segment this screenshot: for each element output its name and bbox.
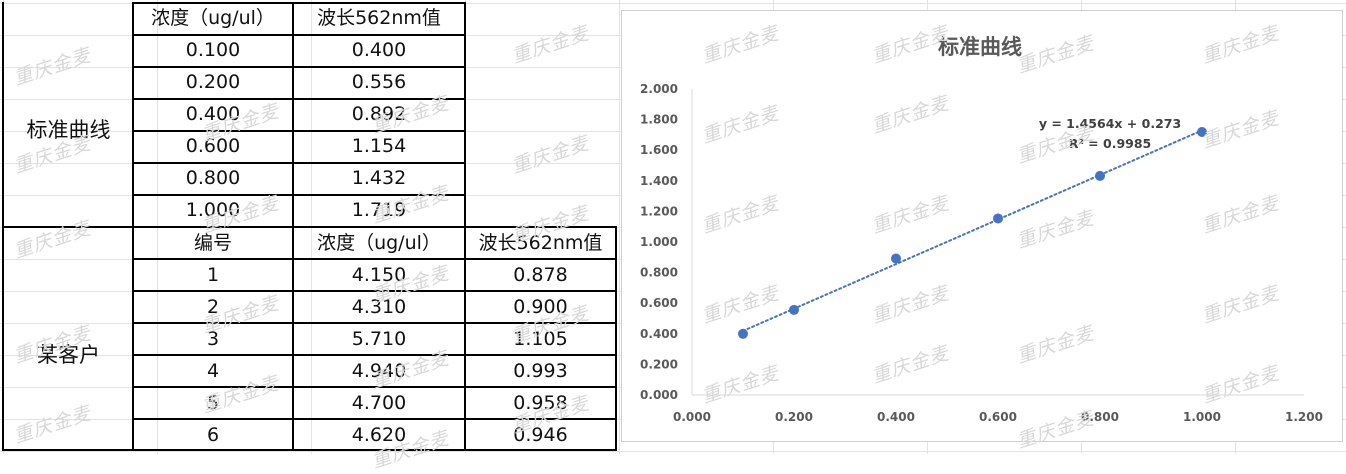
std-concentration-cell[interactable]: 0.100 [185,38,241,61]
data-point [891,253,901,264]
table-border-h [132,2,466,4]
std-concentration-cell[interactable]: 0.200 [185,70,241,93]
trendline-path [742,129,1203,332]
client-absorbance-cell[interactable]: 1.105 [513,327,568,350]
std-concentration-cell[interactable]: 0.800 [185,166,241,189]
table-border-v [132,2,134,451]
client-absorbance-cell[interactable]: 0.900 [513,295,568,318]
data-point [1095,170,1105,181]
client-id-cell[interactable]: 1 [206,263,220,286]
table-border-h [132,130,466,132]
y-tick-label: 0.200 [640,357,678,371]
y-tick-labels: 0.000 0.200 0.400 0.600 0.800 1.000 1.200 1.400… [640,82,678,402]
table-border-h [132,194,466,196]
chart-panel[interactable]: 标准曲线 0.000 0.200 0.400 0.600 0.800 1.000 1.200… [621,10,1343,442]
client-id-cell[interactable]: 6 [206,423,220,446]
std-header-concentration[interactable]: 浓度（ug/ul） [151,7,275,29]
data-point [1197,126,1207,137]
table-border-h [132,290,617,292]
table-border-v [615,226,617,451]
client-header-absorbance[interactable]: 波长562nm值 [478,231,603,254]
y-tick-label: 2.000 [640,82,678,96]
std-concentration-cell[interactable]: 1.000 [185,198,241,221]
client-id-cell[interactable]: 2 [206,295,220,318]
std-absorbance-cell[interactable]: 0.892 [351,102,407,125]
table-border-v [464,2,466,451]
x-tick-label: 0.000 [673,410,711,424]
x-tick-label: 0.800 [1081,410,1119,424]
x-tick-label: 0.200 [775,410,813,424]
table-border-h [132,418,617,420]
table-border-v [2,2,4,451]
trendline [742,129,1203,332]
x-tick-label: 0.600 [979,410,1017,424]
trend-r2-label: R² = 0.9985 [1069,136,1152,151]
std-absorbance-cell[interactable]: 1.719 [351,198,407,221]
data-point [789,304,799,315]
table-border-h [132,386,617,388]
table-border-h [132,98,466,100]
client-absorbance-cell[interactable]: 0.993 [513,359,568,382]
trend-equation-label: y = 1.4564x + 0.273 [1039,116,1181,131]
table-border-h [132,226,617,228]
chart-axes [691,89,1304,396]
table-border-h [132,322,617,324]
std-absorbance-cell[interactable]: 1.432 [351,166,407,189]
chart-title: 标准曲线 [938,35,1022,59]
scatter-chart: 标准曲线 0.000 0.200 0.400 0.600 0.800 1.000 1.200… [640,35,1323,424]
x-tick-label: 1.200 [1285,410,1323,424]
client-concentration-cell[interactable]: 4.150 [351,263,407,286]
client-absorbance-cell[interactable]: 0.946 [513,423,568,446]
table-border-h [2,449,617,451]
std-concentration-cell[interactable]: 0.400 [185,102,241,125]
client-id-cell[interactable]: 3 [206,327,220,350]
x-tick-label: 1.000 [1183,410,1221,424]
std-absorbance-cell[interactable]: 0.400 [351,38,407,61]
client-id-cell[interactable]: 4 [206,359,220,382]
client-concentration-cell[interactable]: 5.710 [351,327,407,350]
table-border-h [132,162,466,164]
client-header-concentration[interactable]: 浓度（ug/ul） [317,231,441,254]
y-tick-label: 0.800 [640,266,678,280]
client-absorbance-cell[interactable]: 0.878 [513,263,568,286]
table-border-h [132,66,466,68]
y-tick-label: 0.600 [640,296,678,310]
data-point [738,328,748,339]
y-tick-label: 1.200 [640,204,678,218]
table-border-h [132,34,466,36]
client-id-cell[interactable]: 5 [206,391,220,414]
x-tick-labels: 0.000 0.200 0.400 0.600 0.800 1.000 1.200 [673,410,1323,424]
y-tick-label: 1.600 [640,143,678,157]
client-concentration-cell[interactable]: 4.310 [351,295,407,318]
std-header-absorbance[interactable]: 波长562nm值 [317,7,441,29]
std-absorbance-cell[interactable]: 1.154 [351,134,407,157]
table-border-v [292,2,294,451]
client-section-label[interactable]: 某客户 [37,342,100,367]
y-tick-label: 0.000 [640,388,678,402]
table-border-h [132,258,617,260]
y-tick-label: 1.800 [640,113,678,127]
client-concentration-cell[interactable]: 4.940 [351,359,407,382]
std-concentration-cell[interactable]: 0.600 [185,134,241,157]
client-concentration-cell[interactable]: 4.700 [351,391,407,414]
y-tick-label: 1.400 [640,174,678,188]
y-tick-label: 0.400 [640,327,678,341]
client-header-id[interactable]: 编号 [193,231,232,254]
std-absorbance-cell[interactable]: 0.556 [351,70,407,93]
y-tick-label: 1.000 [640,235,678,249]
table-border-h [132,354,617,356]
data-points [738,126,1207,339]
standard-section-label[interactable]: 标准曲线 [26,118,111,142]
data-point [993,213,1003,224]
client-concentration-cell[interactable]: 4.620 [351,423,407,446]
x-tick-label: 0.400 [877,410,915,424]
client-absorbance-cell[interactable]: 0.958 [513,391,568,414]
